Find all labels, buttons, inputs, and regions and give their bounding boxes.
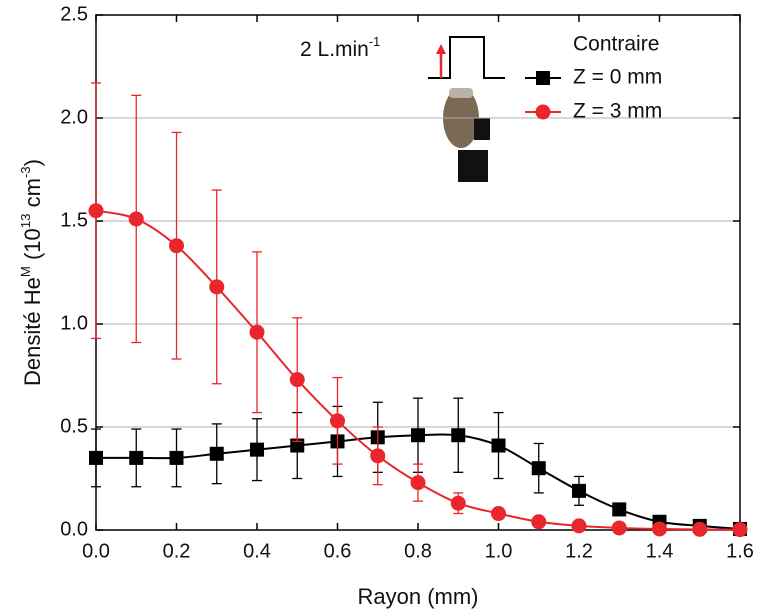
y-axis-label: Densité HeM (1013 cm-3) [18,159,45,386]
marker [209,279,225,295]
marker [531,461,546,476]
marker [612,502,627,517]
x-tick-label: 0.6 [324,540,352,562]
block [474,118,490,140]
marker [611,520,627,536]
arrow-head [436,44,446,54]
y-axis-label-part: M [18,266,33,277]
marker [572,483,586,498]
y-axis-label-part: cm [20,178,45,213]
annotation-part: -1 [369,35,380,49]
marker [411,428,425,443]
marker [330,413,345,429]
marker [571,518,587,534]
x-tick-label: 0.8 [404,540,432,562]
x-tick-label: 1.6 [726,540,754,562]
y-axis-label-part: (10 [20,228,45,266]
marker [250,442,264,457]
y-tick-label: 1.5 [60,209,88,231]
marker [209,446,224,461]
marker [249,324,265,340]
legend-label: Z = 0 mm [573,66,662,89]
y-axis-label-part: Densité He [20,277,45,386]
marker [410,475,426,491]
x-tick-label: 0.2 [163,540,191,562]
annotation: 2 L.min-1 [300,35,380,60]
nozzle-top [449,88,473,98]
marker [129,450,144,465]
legend-marker [535,104,551,120]
marker [450,495,466,511]
marker [451,428,466,443]
pulse-shape [428,36,505,79]
y-tick-label: 2.0 [60,106,88,128]
marker [169,450,184,465]
x-tick-label: 0.4 [243,540,271,562]
marker [289,372,305,388]
y-tick-label: 0.0 [60,518,88,540]
marker [732,522,748,538]
annotation-part: 2 L.min [300,38,369,61]
y-tick-label: 1.0 [60,312,88,334]
legend-marker [536,71,550,85]
inset-pictogram [428,36,505,182]
legend-title: Contraire [573,33,659,56]
marker [169,238,184,254]
x-tick-label: 0.0 [82,540,110,562]
marker [88,203,104,219]
marker [89,450,103,465]
marker [128,211,144,227]
y-tick-label: 0.5 [60,415,88,437]
block [458,150,488,182]
y-tick-label: 2.5 [60,3,88,25]
x-tick-label: 1.2 [565,540,593,562]
marker [531,514,547,530]
x-axis-label: Rayon (mm) [357,584,478,609]
marker [491,506,506,522]
marker [652,521,667,537]
x-tick-label: 1.0 [485,540,513,562]
y-axis-label-part: 13 [18,214,33,229]
y-axis-label-part: ) [20,159,45,166]
marker [692,521,708,537]
x-tick-label: 1.4 [646,540,674,562]
y-axis-label-part: -3 [18,166,33,178]
marker [370,448,386,464]
marker [491,438,506,453]
legend-label: Z = 3 mm [573,100,662,123]
